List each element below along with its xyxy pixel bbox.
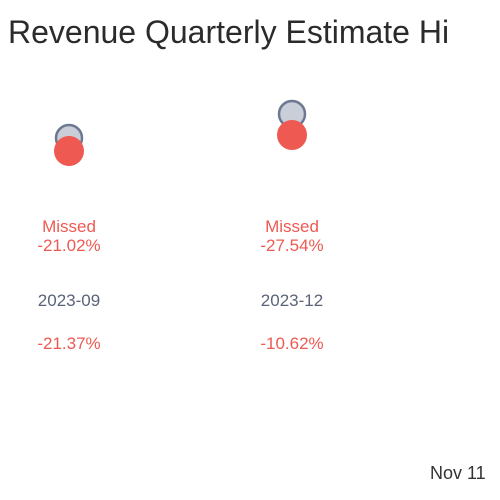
surprise-label: -27.54% — [260, 236, 323, 255]
period-label: 2023-09 — [38, 291, 100, 310]
change-label: -21.37% — [37, 334, 100, 353]
chart-title: Revenue Quarterly Estimate Hi — [8, 14, 450, 50]
change-label: -10.62% — [260, 334, 323, 353]
period-label: 2023-12 — [261, 291, 323, 310]
surprise-label: -21.02% — [37, 236, 100, 255]
result-label: Missed — [265, 217, 319, 236]
actual-point — [54, 136, 84, 166]
result-label: Missed — [42, 217, 96, 236]
actual-point — [277, 120, 307, 150]
footer-date: Nov 11 — [430, 463, 486, 483]
